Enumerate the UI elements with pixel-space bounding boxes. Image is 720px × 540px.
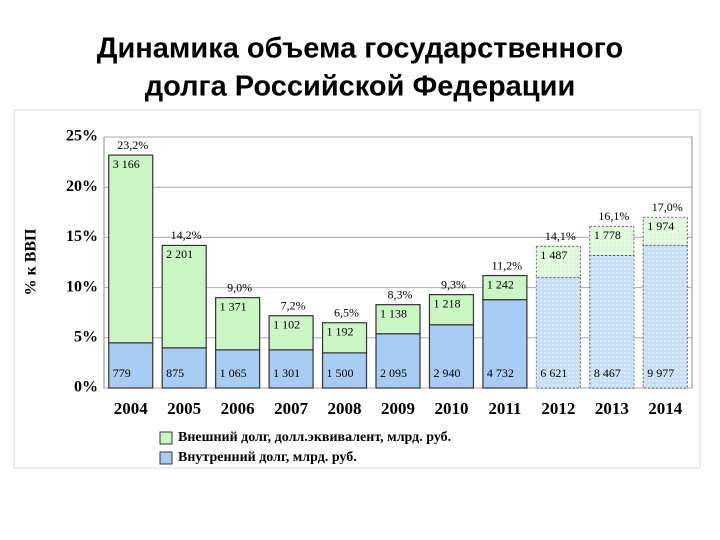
chart-frame: [13, 109, 701, 469]
segment-label: 1 138: [380, 306, 407, 320]
x-tick-label: 2012: [541, 399, 575, 418]
segment-label: 1 218: [433, 296, 460, 310]
legend-swatch: [159, 451, 173, 465]
bar-segment: [375, 304, 421, 335]
segment-label: 1 102: [273, 317, 300, 331]
segment-label: 9 977: [647, 366, 674, 380]
segment-label: 1 778: [594, 228, 621, 242]
total-label: 14,2%: [171, 228, 202, 242]
bar-segment: [268, 349, 314, 389]
total-label: 23,2%: [117, 138, 148, 152]
bar-segment: [161, 244, 207, 349]
bar-segment: [108, 154, 154, 344]
bar-segment: [215, 297, 261, 351]
segment-label: 1 974: [647, 219, 674, 233]
legend-label: Внешний долг, долл.эквивалент, млрд. руб…: [178, 430, 451, 445]
bar-segment: [375, 333, 421, 389]
total-label: 11,2%: [492, 258, 523, 272]
forecast-texture: [643, 217, 688, 246]
x-tick-label: 2014: [648, 399, 683, 418]
x-tick-label: 2007: [274, 399, 309, 418]
segment-label: 1 371: [220, 299, 247, 313]
segment-label: 1 242: [487, 277, 514, 291]
bar-segment: [268, 315, 314, 351]
y-tick-label: 20%: [66, 178, 98, 195]
segment-label: 2 201: [166, 247, 193, 261]
x-tick-label: 2005: [167, 399, 201, 418]
segment-label: 2 940: [433, 366, 460, 380]
segment-label: 6 621: [540, 366, 567, 380]
total-label: 9,0%: [227, 280, 252, 294]
bar-segment: [215, 349, 261, 389]
y-tick-label: 0%: [74, 379, 98, 396]
bar-segment: [482, 299, 528, 389]
x-tick-label: 2013: [595, 399, 629, 418]
y-axis-label: % к ВВП: [23, 228, 40, 296]
bar-segment: [321, 322, 368, 354]
y-tick-label: 5%: [74, 328, 98, 345]
segment-label: 1 065: [220, 366, 247, 380]
bar-segment: [482, 274, 528, 301]
segment-label: 2 095: [380, 366, 407, 380]
segment-label: 1 487: [540, 248, 567, 262]
x-tick-label: 2008: [328, 399, 362, 418]
x-tick-label: 2004: [114, 399, 149, 418]
forecast-texture: [536, 246, 581, 278]
chart-title: Динамика объема государственного: [97, 33, 623, 65]
forecast-texture: [643, 245, 688, 388]
bar-segment: [428, 324, 475, 389]
bar-segment: [428, 294, 475, 326]
bar-segment: [321, 352, 368, 389]
segment-label: 875: [166, 366, 184, 380]
total-label: 9,3%: [441, 277, 466, 291]
y-tick-label: 25%: [66, 128, 98, 145]
x-tick-label: 2009: [381, 399, 415, 418]
segment-label: 1 301: [273, 366, 300, 380]
segment-label: 1 192: [327, 324, 354, 338]
segment-label: 3 166: [113, 157, 140, 171]
forecast-texture: [536, 277, 581, 388]
y-tick-label: 15%: [66, 228, 98, 245]
segment-label: 1 500: [327, 366, 354, 380]
x-tick-label: 2006: [221, 399, 255, 418]
y-tick-label: 10%: [66, 278, 98, 295]
legend-label: Внутренний долг, млрд. руб.: [178, 450, 357, 465]
x-tick-label: 2011: [488, 399, 521, 418]
forecast-texture: [589, 226, 634, 256]
total-label: 17,0%: [652, 200, 683, 214]
total-label: 7,2%: [281, 298, 306, 312]
segment-label: 8 467: [594, 366, 621, 380]
x-tick-label: 2010: [434, 399, 468, 418]
total-label: 16,1%: [598, 209, 629, 223]
total-label: 8,3%: [388, 287, 413, 301]
chart-title: долга Российской Федерации: [145, 71, 576, 103]
total-label: 14,1%: [545, 229, 576, 243]
bar-segment: [161, 347, 207, 389]
legend-swatch: [159, 431, 173, 445]
segment-label: 4 732: [487, 366, 514, 380]
forecast-texture: [589, 255, 634, 388]
segment-label: 779: [113, 366, 131, 380]
total-label: 6,5%: [334, 305, 359, 319]
